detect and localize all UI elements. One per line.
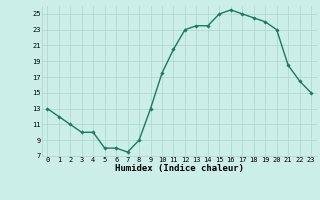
X-axis label: Humidex (Indice chaleur): Humidex (Indice chaleur) — [115, 164, 244, 173]
